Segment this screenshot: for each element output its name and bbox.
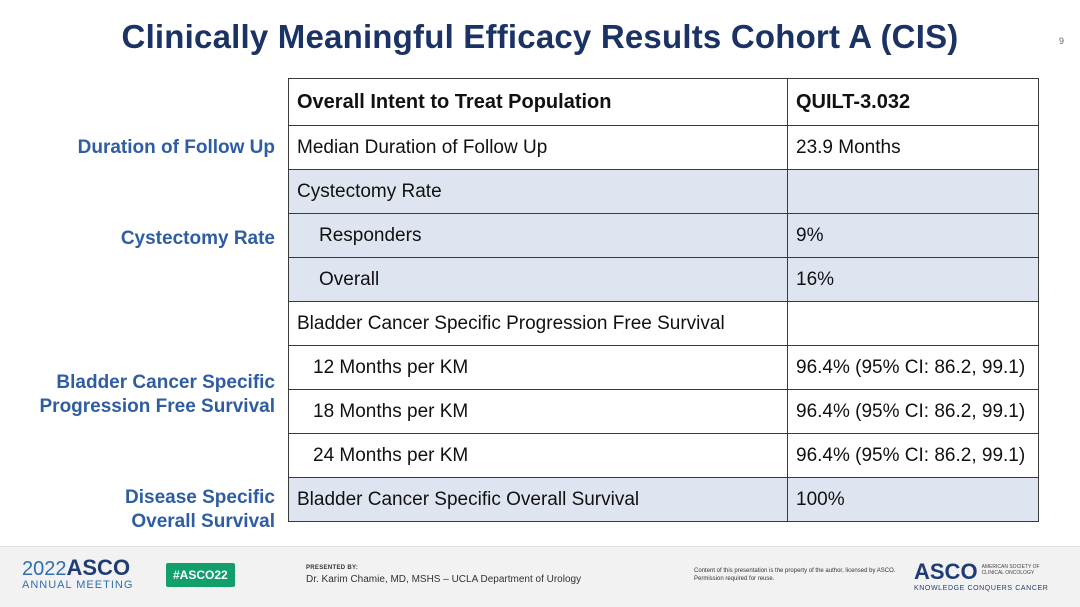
meeting-brand: ASCO [66,555,131,580]
header-population: Overall Intent to Treat Population [288,78,788,126]
row-label: Responders [288,213,788,258]
meeting-year: 2022 [22,558,67,580]
table-row: Cystectomy Rate [288,169,1039,214]
hashtag-badge: #ASCO22 [166,563,235,587]
meeting-subtitle: ANNUAL MEETING [22,579,134,591]
table-row: Bladder Cancer Specific Progression Free… [288,301,1039,346]
row-label: Bladder Cancer Specific Overall Survival [288,477,788,522]
asco-meeting-logo: 2022ASCO ANNUAL MEETING [22,555,133,591]
asco-full-name: AMERICAN SOCIETY OF CLINICAL ONCOLOGY [981,564,1040,576]
slide-title: Clinically Meaningful Efficacy Results C… [121,18,959,55]
side-label-os-line1: Disease Specific [125,487,275,508]
copyright-note: Content of this presentation is the prop… [694,568,896,582]
side-label-os: Disease Specific Overall Survival [125,486,275,534]
table-row: Bladder Cancer Specific Overall Survival… [288,477,1039,522]
slide-footer: 2022ASCO ANNUAL MEETING #ASCO22 PRESENTE… [0,546,1080,607]
table-header-row: Overall Intent to Treat Population QUILT… [288,78,1039,126]
row-value [787,301,1039,346]
asco-brand: ASCO [914,559,978,584]
table-row: 24 Months per KM 96.4% (95% CI: 86.2, 99… [288,433,1039,478]
table-row: 18 Months per KM 96.4% (95% CI: 86.2, 99… [288,389,1039,434]
row-value: 23.9 Months [787,125,1039,170]
header-study: QUILT-3.032 [787,78,1039,126]
row-label: Median Duration of Follow Up [288,125,788,170]
row-value: 9% [787,213,1039,258]
row-value: 96.4% (95% CI: 86.2, 99.1) [787,345,1039,390]
table-row: Overall 16% [288,257,1039,302]
row-value: 96.4% (95% CI: 86.2, 99.1) [787,433,1039,478]
table-row: Responders 9% [288,213,1039,258]
row-value [787,169,1039,214]
side-label-pfs: Bladder Cancer Specific Progression Free… [40,371,276,419]
page-number: 9 [1058,36,1064,46]
row-label: Overall [288,257,788,302]
table-row: Median Duration of Follow Up 23.9 Months [288,125,1039,170]
presenter-name: Dr. Karim Chamie, MD, MSHS – UCLA Depart… [306,574,582,585]
asco-society-logo: ASCO AMERICAN SOCIETY OF CLINICAL ONCOLOG… [914,559,1058,592]
side-label-cystectomy: Cystectomy Rate [120,228,275,249]
row-value: 16% [787,257,1039,302]
table-row: 12 Months per KM 96.4% (95% CI: 86.2, 99… [288,345,1039,390]
row-label: 12 Months per KM [288,345,788,390]
side-label-os-line2: Overall Survival [131,511,275,532]
presented-by-label: PRESENTED BY: [306,565,359,571]
row-value: 96.4% (95% CI: 86.2, 99.1) [787,389,1039,434]
side-label-pfs-line2: Progression Free Survival [39,396,276,417]
efficacy-table: Overall Intent to Treat Population QUILT… [288,78,1039,522]
presenter-block: PRESENTED BY: Dr. Karim Chamie, MD, MSHS… [306,565,581,585]
row-value: 100% [787,477,1039,522]
row-label: Bladder Cancer Specific Progression Free… [288,301,788,346]
asco-tagline: KNOWLEDGE CONQUERS CANCER [914,585,1049,592]
row-label: Cystectomy Rate [288,169,788,214]
row-label: 18 Months per KM [288,389,788,434]
row-label: 24 Months per KM [288,433,788,478]
side-label-follow-up: Duration of Follow Up [77,137,275,158]
side-label-pfs-line1: Bladder Cancer Specific [56,372,275,393]
